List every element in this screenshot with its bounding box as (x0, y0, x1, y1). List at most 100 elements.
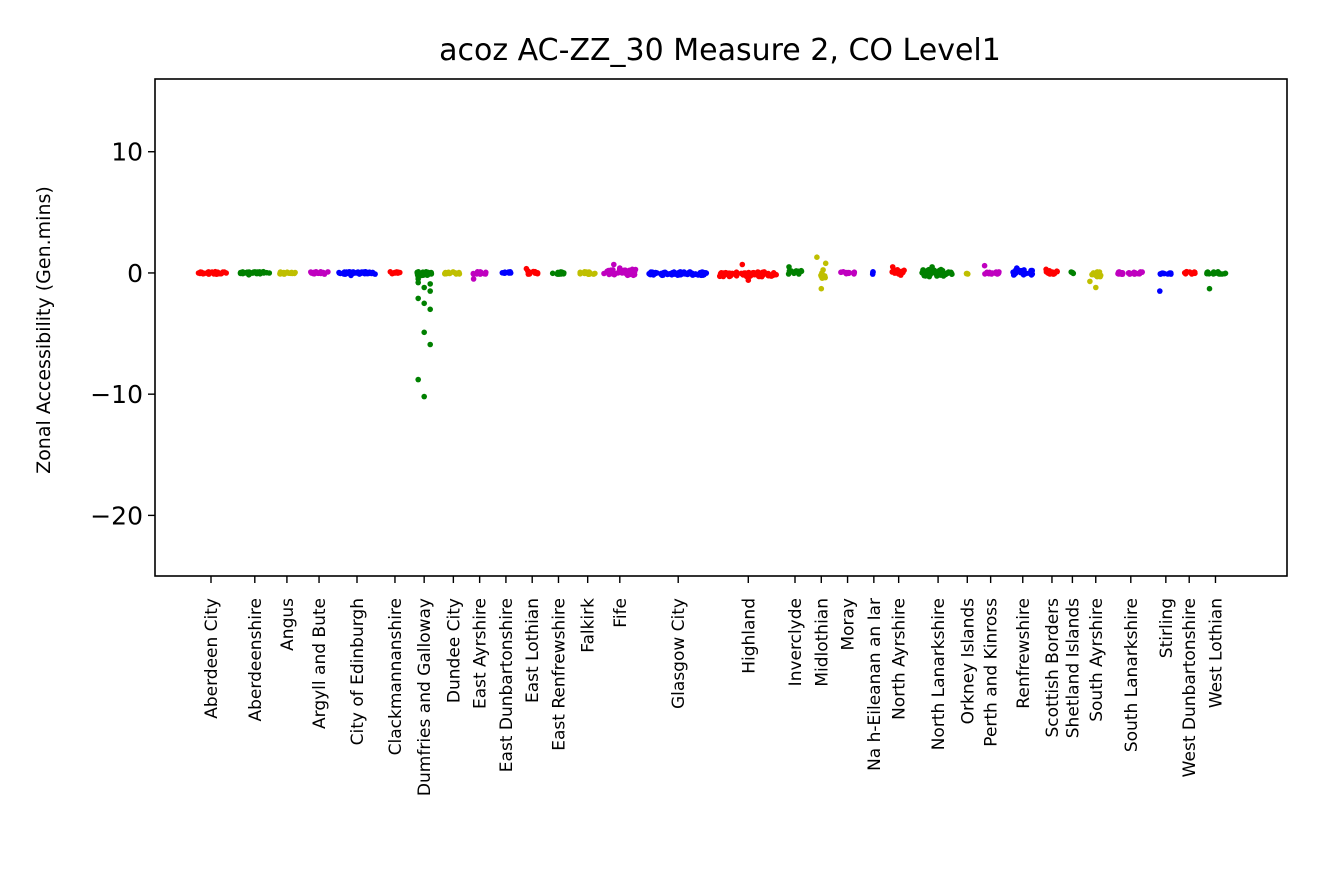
data-point (427, 288, 434, 294)
data-point (279, 270, 285, 276)
data-point (818, 285, 825, 292)
data-point (415, 376, 422, 383)
x-tick-label: Shetland Islands (1063, 598, 1083, 738)
data-point (470, 276, 477, 282)
x-tick-label: East Renfrewshire (549, 598, 569, 751)
data-point (348, 272, 354, 279)
data-point (981, 262, 988, 269)
data-point (1157, 288, 1163, 294)
x-tick-label: Highland (739, 598, 759, 674)
data-point (893, 267, 900, 274)
data-point (754, 270, 761, 277)
data-point (477, 269, 484, 275)
x-tick-label: West Lothian (1206, 598, 1226, 708)
y-tick-label: 0 (127, 259, 143, 288)
plot-frame (154, 78, 1288, 577)
data-point (617, 265, 623, 271)
data-point (1204, 269, 1211, 276)
data-point (820, 267, 826, 273)
data-point (814, 254, 820, 260)
x-tick-label: Aberdeenshire (246, 598, 266, 721)
data-point (365, 270, 372, 276)
data-point (1181, 270, 1188, 276)
data-point (577, 269, 583, 276)
data-point (692, 271, 699, 277)
x-tick-label: Clackmannanshire (386, 598, 406, 755)
data-point (663, 270, 669, 277)
data-point (818, 272, 824, 279)
data-point (1157, 271, 1164, 277)
x-tick-label: Midlothian (812, 598, 832, 687)
data-point (987, 270, 994, 277)
data-point (394, 269, 400, 276)
data-point (415, 295, 422, 302)
data-point (421, 393, 428, 400)
data-point (697, 272, 704, 278)
data-point (611, 261, 617, 268)
x-tick-label: North Ayrshire (890, 598, 910, 720)
data-point (1043, 266, 1049, 273)
data-point (929, 264, 935, 270)
data-point (213, 271, 220, 278)
data-point (770, 272, 777, 279)
data-point (427, 306, 434, 313)
data-point (631, 268, 638, 275)
data-point (549, 270, 556, 277)
data-point (765, 270, 771, 277)
data-point (732, 271, 738, 277)
data-point (1070, 270, 1077, 277)
data-point (940, 273, 947, 279)
data-point (201, 270, 207, 277)
data-point (669, 270, 675, 276)
x-tick-label: Renfrewshire (1014, 598, 1034, 709)
data-point (623, 268, 630, 274)
data-point (1093, 284, 1099, 291)
data-point (740, 272, 746, 278)
data-point (646, 271, 653, 278)
data-point (1011, 271, 1017, 278)
data-point (786, 264, 792, 270)
data-point (507, 269, 513, 275)
data-point (456, 269, 462, 276)
data-point (308, 270, 315, 276)
data-point (287, 270, 294, 277)
data-point (253, 270, 260, 277)
data-point (427, 341, 434, 348)
data-point (796, 271, 802, 277)
data-point (1139, 269, 1145, 275)
data-point (415, 273, 422, 280)
data-point (995, 270, 1002, 276)
data-point (870, 269, 876, 276)
data-point (554, 271, 560, 277)
x-tick-label: Dumfries and Galloway (415, 598, 435, 796)
chart-title: acoz AC-ZZ_30 Measure 2, CO Level1 (439, 33, 1001, 68)
data-point (483, 269, 489, 276)
data-point (612, 270, 618, 277)
x-tick-label: Orkney Islands (958, 598, 978, 724)
data-point (851, 271, 857, 277)
data-point (1132, 270, 1139, 276)
x-tick-label: Moray (839, 598, 859, 651)
data-point (337, 270, 344, 277)
data-point (447, 270, 453, 277)
data-point (739, 261, 746, 268)
x-tick-label: Falkirk (579, 598, 599, 653)
data-point (421, 329, 428, 336)
x-tick-label: Scottish Borders (1043, 598, 1063, 738)
x-tick-label: Stirling (1157, 598, 1177, 658)
data-point (246, 272, 252, 278)
data-point (592, 270, 598, 277)
data-point (785, 271, 792, 277)
data-point (1090, 270, 1097, 276)
data-point (357, 270, 364, 276)
data-point (921, 272, 927, 279)
x-tick-label: Perth and Kinross (982, 598, 1002, 747)
data-point (822, 260, 829, 267)
data-point (427, 281, 434, 287)
x-tick-label: Angus (278, 598, 298, 651)
data-point (760, 272, 766, 279)
y-tick-label: −20 (90, 501, 143, 530)
data-point (601, 270, 607, 277)
y-tick-label: 10 (111, 138, 143, 167)
